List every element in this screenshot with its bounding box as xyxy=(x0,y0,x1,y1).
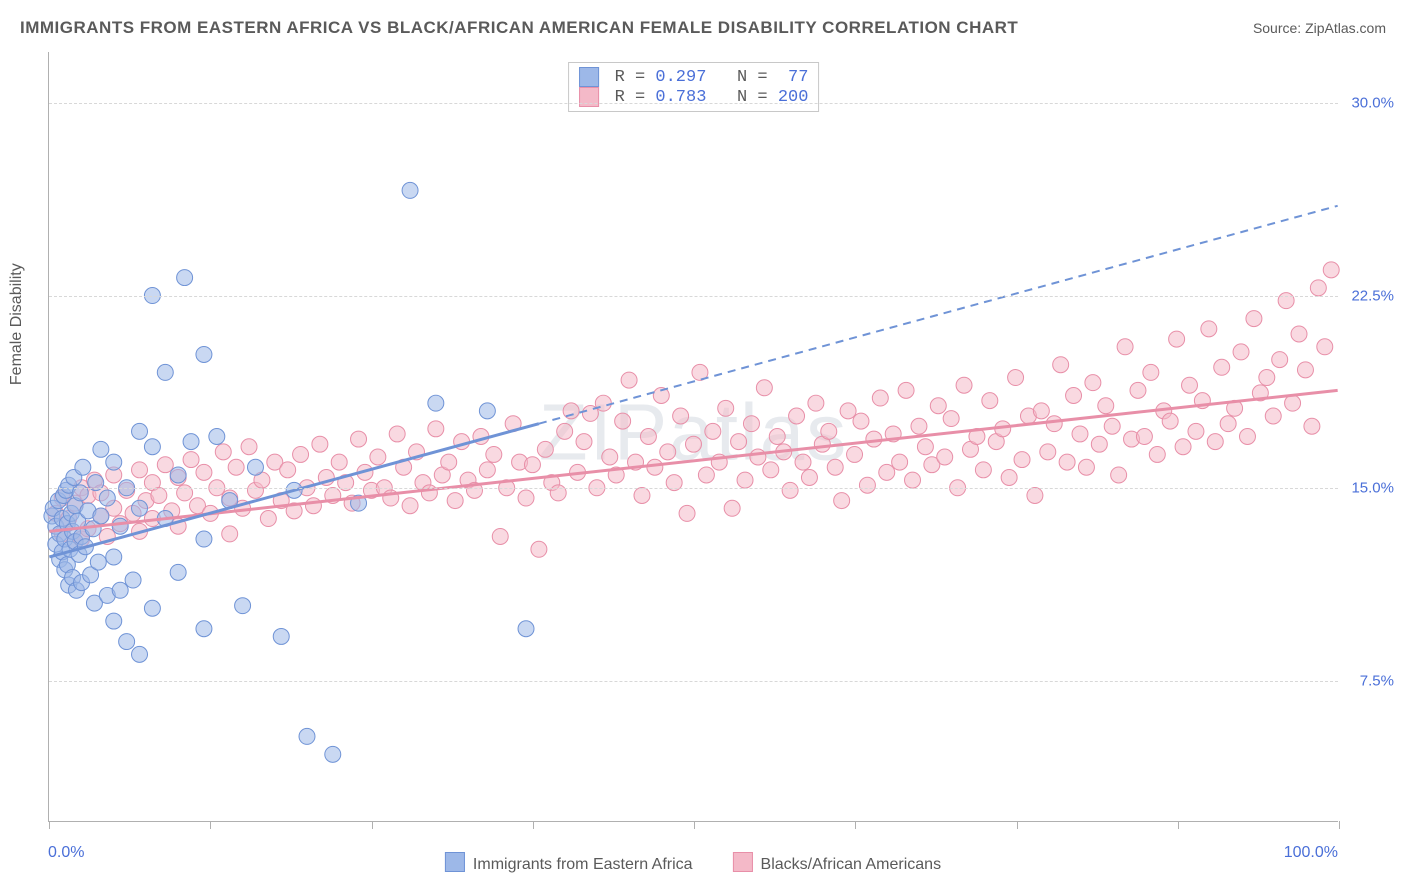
x-tick xyxy=(210,821,211,829)
legend-label: Blacks/African Americans xyxy=(761,856,942,873)
legend-swatch-icon xyxy=(445,852,465,872)
legend-row-blue: R = 0.297 N = 77 xyxy=(579,67,809,87)
y-tick-label: 30.0% xyxy=(1351,95,1394,112)
chart-svg xyxy=(49,52,1338,821)
legend-stats: R = 0.297 N = 77 xyxy=(615,68,809,87)
plot-area: ZIPatlas R = 0.297 N = 77R = 0.783 N = 2… xyxy=(48,52,1338,822)
legend-item-pink: Blacks/African Americans xyxy=(733,852,942,874)
x-tick xyxy=(1339,821,1340,829)
x-tick xyxy=(49,821,50,829)
x-tick xyxy=(1017,821,1018,829)
legend-label: Immigrants from Eastern Africa xyxy=(473,856,693,873)
source-prefix: Source: xyxy=(1253,20,1305,36)
trend-line-blue-extrapolated xyxy=(539,206,1338,424)
x-tick xyxy=(533,821,534,829)
gridline xyxy=(49,488,1338,489)
source-link[interactable]: ZipAtlas.com xyxy=(1305,20,1386,36)
x-max-label: 100.0% xyxy=(1284,844,1338,862)
gridline xyxy=(49,103,1338,104)
gridline xyxy=(49,681,1338,682)
series-pink xyxy=(48,262,1339,557)
source-attribution: Source: ZipAtlas.com xyxy=(1253,20,1386,36)
x-min-label: 0.0% xyxy=(48,844,84,862)
x-tick xyxy=(855,821,856,829)
series-legend: Immigrants from Eastern Africa Blacks/Afr… xyxy=(445,852,941,874)
y-tick-label: 15.0% xyxy=(1351,480,1394,497)
legend-item-blue: Immigrants from Eastern Africa xyxy=(445,852,693,874)
legend-swatch-icon xyxy=(579,67,599,87)
correlation-legend: R = 0.297 N = 77R = 0.783 N = 200 xyxy=(568,62,820,112)
x-axis-row: 0.0% Immigrants from Eastern Africa Black… xyxy=(48,844,1338,874)
y-tick-label: 7.5% xyxy=(1360,672,1394,689)
legend-swatch-icon xyxy=(733,852,753,872)
gridline xyxy=(49,296,1338,297)
y-axis-label: Female Disability xyxy=(8,263,26,385)
x-tick xyxy=(1178,821,1179,829)
y-tick-label: 22.5% xyxy=(1351,287,1394,304)
x-tick xyxy=(694,821,695,829)
page-title: IMMIGRANTS FROM EASTERN AFRICA VS BLACK/… xyxy=(20,18,1018,38)
x-tick xyxy=(372,821,373,829)
